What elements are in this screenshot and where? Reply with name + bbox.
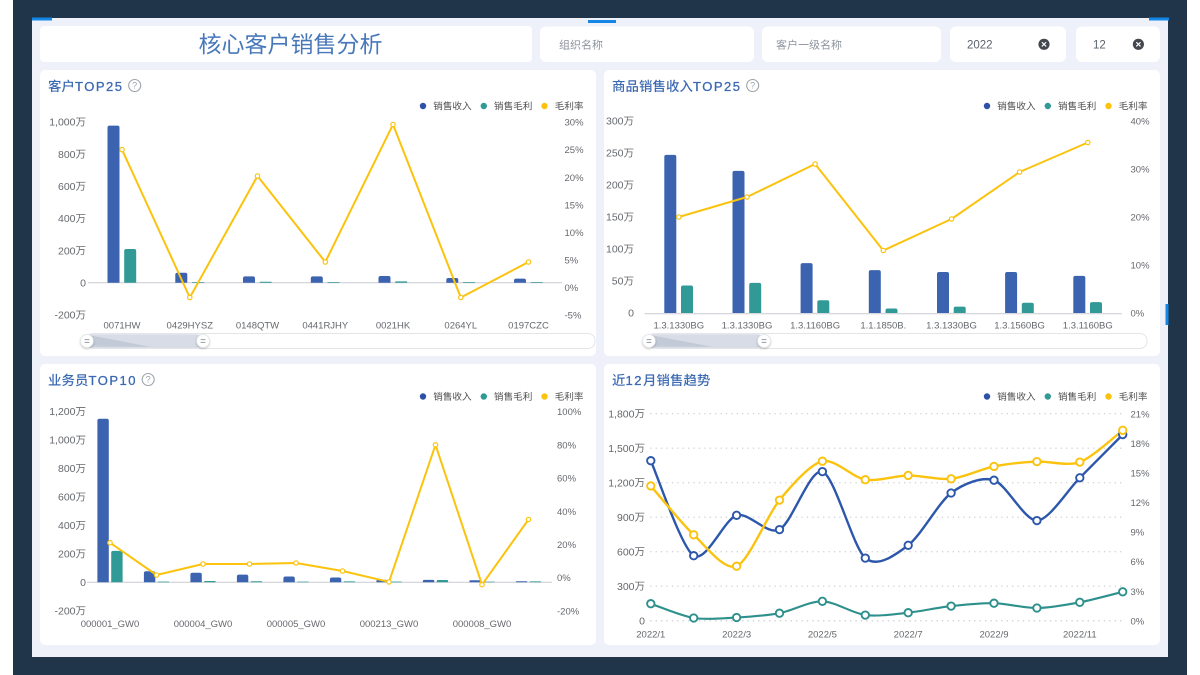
svg-text:200: 200 xyxy=(58,549,76,561)
svg-text:?: ? xyxy=(146,375,151,385)
svg-text:6%: 6% xyxy=(1131,557,1145,568)
svg-text:2022/3: 2022/3 xyxy=(722,630,751,641)
svg-text:25%: 25% xyxy=(565,145,585,156)
svg-text:21%: 21% xyxy=(1131,409,1151,420)
svg-text:2022/11: 2022/11 xyxy=(1063,630,1097,641)
svg-text:30%: 30% xyxy=(565,118,585,129)
svg-text:600: 600 xyxy=(617,546,635,558)
svg-text:15%: 15% xyxy=(1131,469,1151,480)
svg-text:2022/7: 2022/7 xyxy=(894,630,923,641)
svg-text:200: 200 xyxy=(606,180,624,192)
svg-text:0429HYSZ: 0429HYSZ xyxy=(167,321,214,332)
svg-text:1.3.1330BG: 1.3.1330BG xyxy=(926,321,977,332)
svg-text:5%: 5% xyxy=(565,256,579,267)
svg-text:60%: 60% xyxy=(557,474,577,485)
svg-text:0441RJHY: 0441RJHY xyxy=(302,321,349,332)
svg-text:1.3.1330BG: 1.3.1330BG xyxy=(653,321,704,332)
svg-text:000001_GW0: 000001_GW0 xyxy=(81,619,140,630)
svg-text:10%: 10% xyxy=(565,228,585,239)
svg-text:12: 12 xyxy=(1093,39,1106,51)
svg-text:2022/5: 2022/5 xyxy=(808,630,837,641)
svg-text:-200: -200 xyxy=(55,310,76,322)
svg-text:1.1.1850B.: 1.1.1850B. xyxy=(860,321,906,332)
svg-text:600: 600 xyxy=(58,492,76,504)
svg-text:-20%: -20% xyxy=(557,606,580,617)
svg-text:0071HW: 0071HW xyxy=(104,321,141,332)
svg-text:200: 200 xyxy=(58,245,76,257)
svg-text:12: 12 xyxy=(626,373,643,388)
svg-text:-200: -200 xyxy=(55,605,76,617)
svg-text:2022/9: 2022/9 xyxy=(979,630,1008,641)
svg-text:TOP25: TOP25 xyxy=(693,79,741,94)
svg-text:?: ? xyxy=(750,81,755,91)
svg-text:100%: 100% xyxy=(557,407,582,418)
svg-text:300: 300 xyxy=(617,581,635,593)
svg-text:1,800: 1,800 xyxy=(608,408,634,420)
svg-text:1,200: 1,200 xyxy=(49,406,75,418)
svg-text:900: 900 xyxy=(617,512,635,524)
svg-text:400: 400 xyxy=(58,520,76,532)
svg-text:50: 50 xyxy=(612,276,624,288)
svg-text:1.3.1160BG: 1.3.1160BG xyxy=(1063,321,1113,332)
svg-text:30%: 30% xyxy=(1131,165,1151,176)
svg-text:0: 0 xyxy=(80,577,86,589)
svg-text:0264YL: 0264YL xyxy=(444,321,477,332)
svg-text:-5%: -5% xyxy=(565,311,582,322)
svg-text:80%: 80% xyxy=(557,440,577,451)
svg-text:?: ? xyxy=(132,81,137,91)
svg-text:15%: 15% xyxy=(565,200,585,211)
svg-text:0%: 0% xyxy=(1131,616,1145,627)
svg-text:1.3.1330BG: 1.3.1330BG xyxy=(722,321,773,332)
svg-text:TOP25: TOP25 xyxy=(75,79,123,94)
svg-text:1.3.1560BG: 1.3.1560BG xyxy=(994,321,1045,332)
svg-text:0: 0 xyxy=(639,615,645,627)
svg-text:20%: 20% xyxy=(1131,213,1151,224)
svg-text:300: 300 xyxy=(606,116,624,128)
svg-text:2022/1: 2022/1 xyxy=(636,630,665,641)
svg-text:40%: 40% xyxy=(1131,117,1151,128)
svg-text:20%: 20% xyxy=(557,540,577,551)
svg-text:800: 800 xyxy=(58,149,76,161)
svg-text:18%: 18% xyxy=(1131,439,1151,450)
svg-text:0197CZC: 0197CZC xyxy=(508,321,549,332)
svg-text:40%: 40% xyxy=(557,507,577,518)
svg-text:1,500: 1,500 xyxy=(608,443,634,455)
svg-text:0%: 0% xyxy=(1131,309,1145,320)
svg-text:0148QTW: 0148QTW xyxy=(236,321,279,332)
svg-text:600: 600 xyxy=(58,181,76,193)
svg-text:2022: 2022 xyxy=(967,39,993,51)
svg-text:000004_GW0: 000004_GW0 xyxy=(174,619,233,630)
svg-text:1,000: 1,000 xyxy=(49,117,75,129)
svg-text:0: 0 xyxy=(80,277,86,289)
svg-text:1,200: 1,200 xyxy=(608,477,634,489)
svg-text:12%: 12% xyxy=(1131,498,1151,509)
svg-text:0%: 0% xyxy=(565,283,579,294)
svg-text:0%: 0% xyxy=(557,573,571,584)
svg-text:1,000: 1,000 xyxy=(49,435,75,447)
svg-text:0: 0 xyxy=(628,308,634,320)
svg-text:000008_GW0: 000008_GW0 xyxy=(453,619,512,630)
svg-text:250: 250 xyxy=(606,148,624,160)
svg-text:800: 800 xyxy=(58,463,76,475)
svg-text:000213_GW0: 000213_GW0 xyxy=(360,619,419,630)
svg-text:400: 400 xyxy=(58,213,76,225)
svg-text:0021HK: 0021HK xyxy=(376,321,411,332)
svg-text:10%: 10% xyxy=(1131,261,1151,272)
svg-text:150: 150 xyxy=(606,212,624,224)
svg-text:3%: 3% xyxy=(1131,587,1145,598)
svg-text:100: 100 xyxy=(606,244,624,256)
svg-text:000005_GW0: 000005_GW0 xyxy=(267,619,326,630)
svg-text:9%: 9% xyxy=(1131,528,1145,539)
svg-text:1.3.1160BG: 1.3.1160BG xyxy=(790,321,840,332)
svg-text:TOP10: TOP10 xyxy=(89,373,137,388)
svg-text:20%: 20% xyxy=(565,173,585,184)
